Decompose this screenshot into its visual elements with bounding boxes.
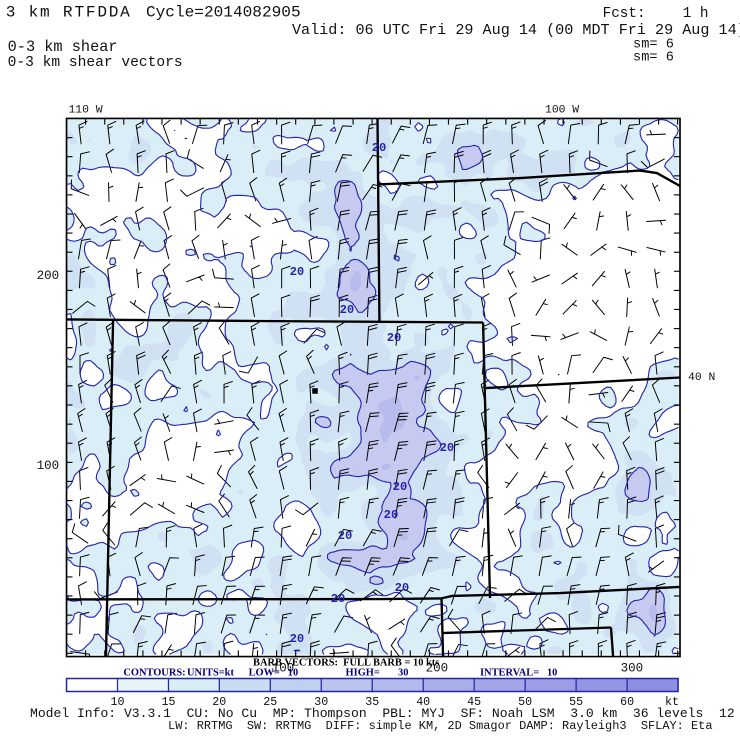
svg-text:110 W: 110 W xyxy=(68,105,102,117)
svg-text:3: 3 xyxy=(6,3,16,21)
svg-text:1 h: 1 h xyxy=(683,6,709,22)
svg-text:CONTOURS:: CONTOURS: xyxy=(123,668,185,679)
svg-text:20: 20 xyxy=(384,508,399,522)
svg-text:200: 200 xyxy=(37,269,60,283)
svg-text:0-3 km shear: 0-3 km shear xyxy=(8,38,118,56)
svg-text:20: 20 xyxy=(340,303,355,317)
svg-text:Valid: 06 UTC Fri 29 Aug 14 (0: Valid: 06 UTC Fri 29 Aug 14 (00 MDT Fri … xyxy=(292,21,740,39)
svg-text:20: 20 xyxy=(290,632,305,646)
svg-text:INTERVAL=: INTERVAL= xyxy=(480,668,539,679)
svg-text:HIGH=: HIGH= xyxy=(346,668,380,679)
svg-text:10: 10 xyxy=(288,668,298,679)
svg-text:UNITS=kt: UNITS=kt xyxy=(187,668,235,679)
svg-text:Cycle=2014082905: Cycle=2014082905 xyxy=(146,3,301,21)
svg-text:45: 45 xyxy=(467,695,481,709)
svg-text:10: 10 xyxy=(547,668,557,679)
svg-text:55: 55 xyxy=(569,695,583,709)
svg-text:LOW=: LOW= xyxy=(249,668,280,679)
svg-text:10: 10 xyxy=(111,695,125,709)
svg-text:LW: RRTMG SW: RRTMG DIFF: si: LW: RRTMG SW: RRTMG DIFF: simple KM, 2D … xyxy=(168,719,712,733)
svg-text:BARB VECTORS: FULL BARB = 10: BARB VECTORS: FULL BARB = 10 kts xyxy=(253,658,439,669)
svg-text:20: 20 xyxy=(387,331,402,345)
svg-text:15: 15 xyxy=(161,695,175,709)
svg-text:k: k xyxy=(29,3,39,21)
svg-text:D: D xyxy=(97,3,107,21)
svg-text:T: T xyxy=(74,3,84,21)
svg-text:25: 25 xyxy=(263,695,277,709)
svg-text:40: 40 xyxy=(416,695,430,709)
svg-text:20: 20 xyxy=(393,480,408,494)
svg-text:20: 20 xyxy=(372,141,387,155)
svg-text:35: 35 xyxy=(365,695,379,709)
svg-text:20: 20 xyxy=(212,695,226,709)
svg-text:0-3 km shear vectors: 0-3 km shear vectors xyxy=(8,55,183,71)
svg-text:300: 300 xyxy=(621,662,644,676)
svg-text:30: 30 xyxy=(398,668,408,679)
svg-text:100: 100 xyxy=(272,662,295,676)
svg-text:60: 60 xyxy=(620,695,634,709)
svg-text:m: m xyxy=(40,3,50,21)
svg-text:sm= 6: sm= 6 xyxy=(633,51,674,66)
svg-text:Fcst:: Fcst: xyxy=(603,6,646,22)
svg-text:D: D xyxy=(109,3,119,21)
svg-text:20: 20 xyxy=(331,592,346,606)
svg-text:100: 100 xyxy=(37,459,60,473)
svg-text:Model Info: V3.3.1 CU: No Cu: Model Info: V3.3.1 CU: No Cu MP: Thompso… xyxy=(30,706,740,721)
svg-text:20: 20 xyxy=(440,441,455,455)
svg-text:sm= 6: sm= 6 xyxy=(633,38,674,53)
svg-text:50: 50 xyxy=(518,695,532,709)
svg-text:20: 20 xyxy=(338,529,353,543)
svg-text:30: 30 xyxy=(314,695,328,709)
svg-text:200: 200 xyxy=(426,662,449,676)
svg-text:20: 20 xyxy=(395,581,410,595)
svg-text:20: 20 xyxy=(290,265,305,279)
svg-text:kt: kt xyxy=(665,695,679,709)
svg-text:R: R xyxy=(63,3,73,21)
svg-text:A: A xyxy=(120,3,130,21)
svg-text:F: F xyxy=(86,3,96,21)
svg-text:100 W: 100 W xyxy=(545,105,579,117)
svg-text:40 N: 40 N xyxy=(688,372,715,384)
